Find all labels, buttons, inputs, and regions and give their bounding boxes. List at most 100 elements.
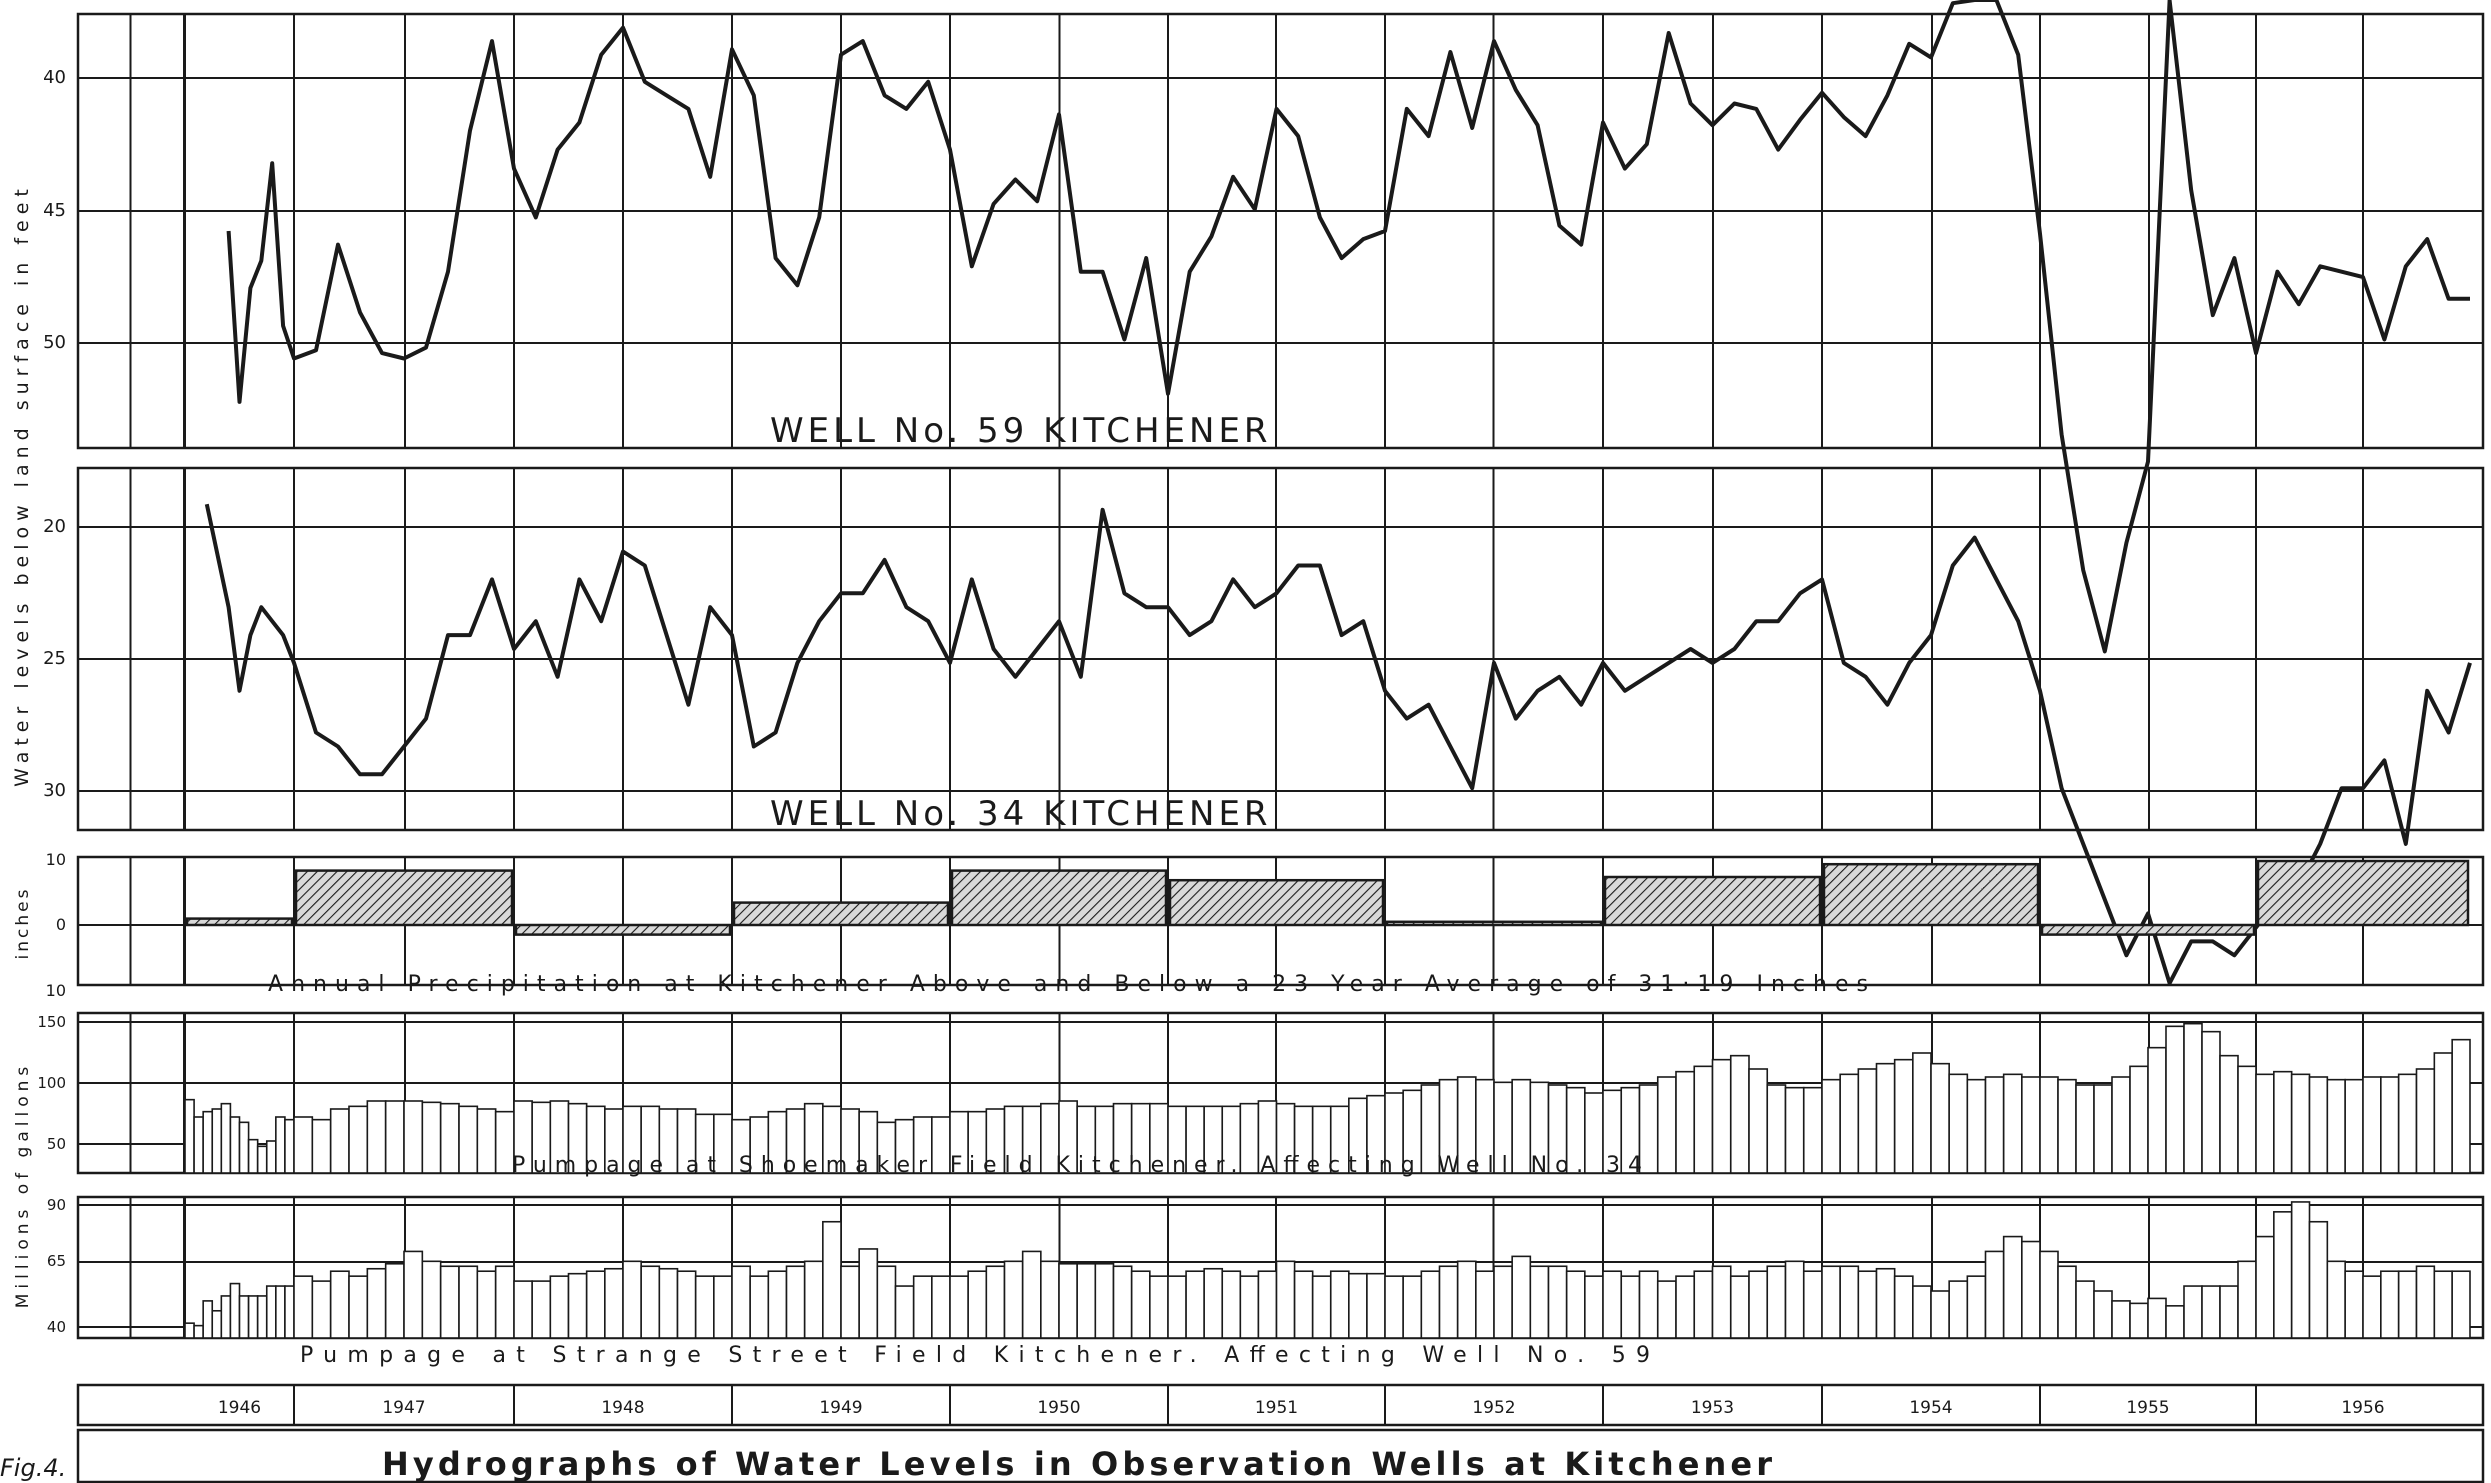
pump34-bar [1984,1076,2005,1174]
pump59-bar [2344,1270,2364,1339]
panel-frame [76,12,2485,450]
pump34-bar [329,1108,350,1174]
pump34-bar [2093,1084,2113,1174]
tick-label: 50 [47,1135,66,1153]
pump59-bar [220,1295,232,1339]
panel-frame [76,466,2485,832]
pump59-bar [912,1275,933,1339]
pump34-bar [2344,1078,2364,1174]
tick-label: 50 [43,332,66,353]
tick-label: 10 [46,850,66,869]
pump34-bar [184,1098,195,1174]
precip-bar [950,869,1168,927]
tick-label: 90 [47,1196,66,1214]
well59-series-line [226,0,2470,654]
pump34-bar [421,1101,442,1174]
pump34-bar [1802,1086,1823,1174]
pump59-bar [1366,1272,1386,1339]
pump34-bar [275,1116,286,1174]
pump59-bar [211,1309,223,1339]
tick-label: 40 [47,1318,66,1336]
precip-bar [294,869,514,927]
pump59-bar [549,1275,570,1339]
pump34-bar [247,1138,259,1174]
pump59-bar [202,1300,214,1339]
pump59-bar [1565,1270,1586,1339]
pump59-bar [513,1280,533,1339]
pump59-bar [876,1265,897,1339]
pump59-bar [1456,1260,1477,1339]
pump59-bar [585,1270,606,1339]
pump34-bar [1766,1084,1787,1174]
tick-label: 20 [43,516,66,537]
pump34-bar [2057,1078,2077,1174]
pump34-bar [2147,1046,2167,1174]
pump34-bar [1930,1062,1950,1174]
pump34-bar [1675,1070,1696,1174]
pump34-bar [2201,1030,2221,1174]
precip-bar [1603,875,1822,927]
pump59-bar [840,1265,860,1339]
pump34-bar [1893,1058,1914,1174]
pump34-bar [2021,1076,2041,1174]
precip-bar [1168,878,1385,927]
pump59-bar [1584,1275,1604,1339]
pump59-bar [1275,1260,1296,1339]
pump34-bar [2183,1022,2203,1174]
pump59-bar [622,1260,642,1339]
pump59-bar [1656,1280,1677,1339]
pump34-bar [2165,1025,2185,1174]
pump59-bar [1529,1265,1550,1339]
pump59-bar [1766,1265,1787,1339]
pump59-bar [2433,1270,2453,1339]
pump59-bar [2057,1265,2077,1339]
pump59-bar [2255,1235,2275,1339]
pump59-bar [931,1275,951,1339]
pump59-bar [1948,1280,1969,1339]
pump59-bar [229,1282,241,1339]
precip-bar [1385,920,1603,927]
pump59-bar [1311,1275,1332,1339]
tick-label: 150 [37,1013,66,1031]
pump59-bar [2219,1285,2239,1339]
pump59-bar [293,1275,314,1339]
pump59-bar [1185,1270,1205,1339]
pump59-bar [749,1275,770,1339]
pump59-bar [2147,1297,2167,1339]
pump59-bar [1402,1275,1423,1339]
pump34-bar [238,1121,250,1174]
pump59-bar [2039,1250,2059,1339]
tick-label: 100 [37,1074,66,1092]
pump59-bar [640,1265,661,1339]
pump59-bar [2290,1201,2311,1339]
pump59-bar [1348,1272,1368,1339]
year-label: 1955 [2126,1398,2169,1418]
pump59-bar [494,1265,515,1339]
pump59-bar [822,1220,842,1339]
well59-caption: WELL No. 59 KITCHENER [770,411,1272,451]
pump59-bar [604,1267,624,1339]
tick-label: 30 [43,780,66,801]
pump34-bar [1821,1078,1841,1174]
precip-bar [1822,862,2040,927]
year-strip [76,1383,2485,1427]
pump59-bar [1729,1275,1750,1339]
pump59-bar [2326,1260,2346,1339]
pump34-bar [311,1118,332,1174]
pump59-bar [2165,1305,2185,1339]
pump34-bar [1875,1062,1896,1174]
pump59-bar [1511,1255,1532,1339]
pump34-bar [2219,1054,2239,1174]
pump59-bar [1893,1275,1914,1339]
pump34-bar [2129,1065,2149,1174]
year-label: 1946 [218,1398,261,1418]
pump59-bar [2021,1240,2041,1339]
pump59-bar [658,1267,679,1339]
year-label: 1956 [2341,1398,2384,1418]
tick-label: 65 [47,1252,66,1270]
pump59-bar [311,1280,332,1339]
pump34-bar [2415,1068,2436,1174]
pump34-bar [366,1100,387,1174]
pump59-bar [1130,1270,1151,1339]
pump34-bar [1857,1068,1878,1174]
